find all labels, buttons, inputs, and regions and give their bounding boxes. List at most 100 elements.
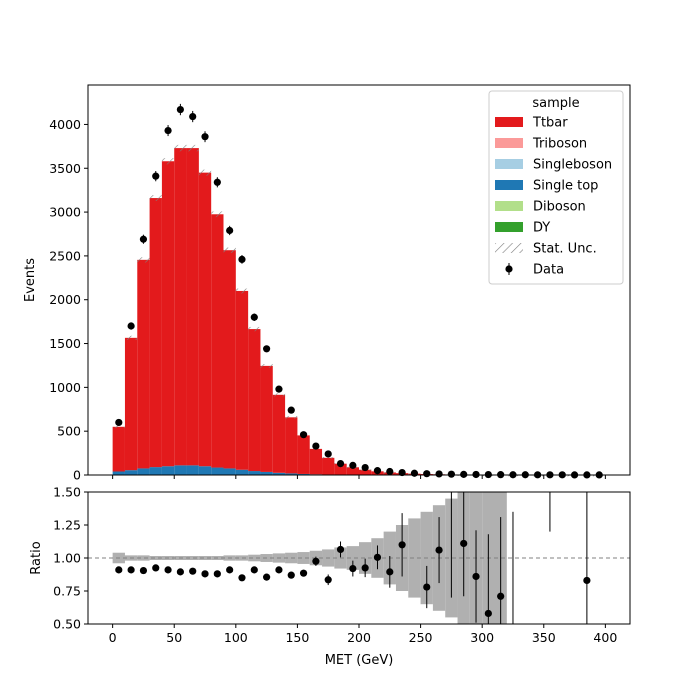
legend-label-singleboson: Singleboson	[533, 158, 612, 173]
stat-unc-bin-6	[186, 144, 199, 152]
data-point-6	[189, 112, 197, 121]
ratio-point-6	[189, 567, 197, 575]
legend-label-data: Data	[533, 263, 564, 278]
data-point-27	[447, 470, 455, 478]
ratio-point-23	[398, 541, 406, 549]
data-point-4	[164, 126, 172, 135]
main-ytick-label-2: 1000	[49, 380, 81, 395]
legend-label-triboson: Triboson	[532, 137, 587, 152]
bar-single-top-9	[223, 468, 236, 475]
bar-ttbar-7	[198, 172, 212, 467]
ratio-y-axis-label: Ratio	[29, 541, 44, 574]
ratio-band-bin-24	[408, 518, 421, 598]
bar-single-top-8	[211, 467, 224, 475]
bar-single-top-3	[149, 467, 162, 475]
bar-ttbar-16	[309, 448, 323, 475]
ratio-points	[115, 492, 591, 624]
ratio-point-29	[497, 592, 505, 600]
main-ytick-label-8: 4000	[49, 117, 81, 132]
stat-unc-bin-3	[149, 195, 162, 202]
ratio-point-12	[263, 573, 271, 581]
ratio-point-1	[127, 566, 135, 574]
main-ytick-label-3: 1500	[49, 336, 81, 351]
bar-single-top-10	[235, 469, 249, 475]
ratio-point-8	[213, 570, 221, 578]
data-point-24	[410, 469, 419, 477]
ratio-ytick-label-3: 1.25	[53, 518, 81, 533]
stat-unc-bin-14	[285, 415, 298, 419]
ratio-band-bin-10	[235, 555, 249, 561]
stat-unc-bin-4	[161, 158, 175, 165]
ratio-xtick-label-0: 0	[109, 630, 117, 645]
data-point-16	[312, 442, 320, 450]
ratio-band-bin-7	[198, 556, 212, 560]
ratio-band-bin-6	[186, 556, 199, 560]
ratio-point-26	[460, 539, 468, 548]
ratio-band-bin-3	[149, 556, 162, 560]
data-point-17	[324, 450, 332, 458]
ratio-ytick-label-4: 1.50	[53, 485, 81, 500]
data-point-23	[398, 468, 406, 477]
legend: sample Ttbar Triboson Singleboson Single to…	[488, 90, 624, 285]
ratio-band-bin-2	[137, 555, 150, 561]
ratio-band-bin-20	[359, 542, 372, 574]
ratio-ytick-label-2: 1.00	[53, 551, 81, 566]
legend-swatch-triboson	[495, 138, 523, 148]
bar-ttbar-12	[260, 365, 273, 472]
ratio-point-14	[287, 571, 295, 579]
bar-single-top-6	[186, 465, 199, 475]
legend-swatch-dy	[495, 222, 523, 232]
data-point-13	[275, 385, 283, 393]
legend-swatch-diboson	[495, 201, 523, 211]
ratio-point-19	[349, 564, 357, 573]
bar-single-top-12	[260, 471, 273, 475]
data-point-29	[472, 470, 480, 479]
bar-ttbar-1	[124, 337, 138, 471]
ratio-point-11	[250, 566, 258, 574]
ratio-point-18	[336, 545, 345, 554]
bar-ttbar-13	[272, 394, 286, 473]
bar-ttbar-0	[112, 426, 125, 472]
stat-unc-bin-7	[198, 169, 212, 176]
ratio-point-2	[139, 566, 148, 575]
ratio-point-30	[583, 576, 591, 585]
bar-ttbar-5	[174, 148, 187, 466]
legend-label-diboson: Diboson	[533, 200, 586, 215]
legend-items: Ttbar Triboson Singleboson Single top Diboso…	[495, 116, 612, 278]
ratio-point-5	[176, 568, 184, 576]
data-point-2	[139, 235, 148, 243]
ratio-point-27	[472, 572, 480, 581]
ratio-point-0	[115, 566, 123, 574]
data-point-14	[287, 406, 295, 414]
bar-ttbar-2	[137, 259, 150, 469]
bar-single-top-11	[248, 471, 261, 475]
data-point-3	[152, 172, 160, 180]
ratio-point-15	[299, 569, 308, 577]
data-point-28	[460, 470, 468, 478]
ratio-xtick-label-4: 200	[347, 630, 371, 645]
ratio-xtick-label-7: 350	[532, 630, 556, 645]
data-point-0	[115, 418, 123, 427]
ratio-xtick-label-2: 100	[224, 630, 248, 645]
ratio-point-16	[312, 557, 320, 565]
stat-unc-bin-17	[322, 457, 335, 459]
data-point-26	[435, 470, 443, 478]
data-point-25	[423, 470, 431, 478]
bar-ttbar-6	[186, 148, 199, 466]
stat-unc-bin-12	[260, 364, 273, 368]
ratio-xtick-label-5: 250	[409, 630, 433, 645]
legend-label-ttbar: Ttbar	[532, 116, 568, 131]
ratio-point-21	[373, 553, 382, 561]
bar-single-top-4	[161, 466, 175, 475]
bar-ttbar-15	[297, 435, 310, 474]
bar-single-top-5	[174, 465, 187, 475]
ratio-ytick-label-0: 0.50	[53, 617, 81, 632]
main-ytick-label-1: 500	[57, 424, 81, 439]
data-point-22	[386, 467, 394, 476]
bar-ttbar-19	[346, 467, 359, 475]
bar-ttbar-17	[322, 457, 335, 475]
bar-single-top-0	[112, 471, 125, 475]
bar-ttbar-14	[285, 417, 298, 474]
stat-unc-bin-5	[174, 144, 187, 152]
ratio-band-bin-19	[346, 546, 359, 570]
